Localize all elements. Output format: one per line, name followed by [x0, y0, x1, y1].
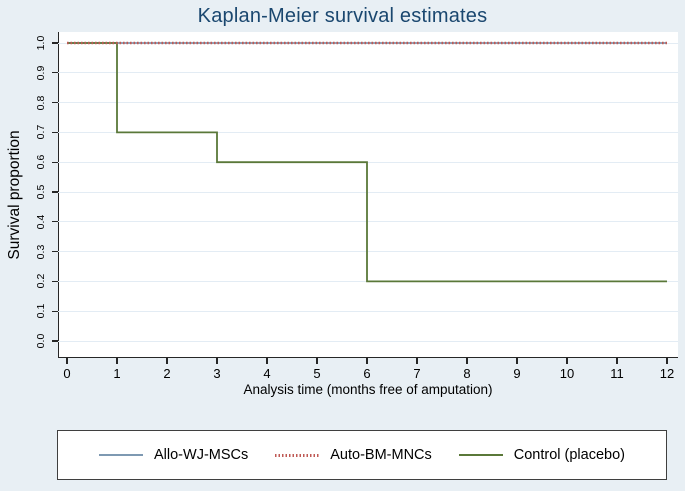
x-tick-label: 8 [463, 366, 471, 381]
chart-title: Kaplan-Meier survival estimates [197, 5, 488, 27]
legend: Allo-WJ-MSCs Auto-BM-MNCs Control (placebo… [57, 430, 667, 480]
y-tick-mark [52, 221, 58, 223]
x-tick-label: 11 [610, 366, 624, 381]
legend-solid-line-sample [458, 454, 503, 456]
gridline [58, 221, 678, 223]
x-tick-label: 3 [213, 366, 221, 381]
y-tick-label: 1.0 [35, 35, 47, 51]
y-axis-title: Survival proportion [6, 130, 23, 260]
y-tick-label: 0.3 [35, 244, 47, 259]
legend-item: Allo-WJ-MSCs [99, 447, 248, 463]
y-tick-mark [52, 280, 58, 282]
y-tick-label: 0.6 [35, 154, 47, 170]
legend-label: Allo-WJ-MSCs [154, 447, 249, 463]
y-tick-mark [52, 161, 58, 163]
x-tick-mark [366, 358, 368, 364]
y-tick-label: 0.0 [35, 333, 47, 349]
x-tick-label: 5 [313, 366, 321, 381]
x-tick-label: 7 [413, 366, 421, 381]
legend-dotted-line-sample [275, 453, 320, 457]
y-axis-line [58, 32, 60, 358]
x-tick-label: 0 [63, 366, 71, 381]
legend-label: Control (placebo) [513, 447, 625, 463]
x-tick-mark [466, 358, 468, 364]
y-tick-label: 0.1 [35, 303, 47, 319]
gridline [58, 251, 678, 253]
gridline [58, 131, 678, 133]
plot-area: 0.0 0.1 0.2 0.3 0.4 0.5 0.6 0.7 0.8 0.9 1.0 0 1 2 3 4 5 6… [35, 32, 678, 381]
x-tick-label: 9 [513, 366, 521, 381]
x-tick-mark [116, 358, 118, 364]
x-tick-mark [216, 358, 218, 364]
x-tick-mark [166, 358, 168, 364]
x-tick-label: 1 [113, 366, 121, 381]
legend-item: Auto-BM-MNCs [275, 447, 432, 463]
y-tick-mark [52, 42, 58, 44]
x-tick-mark [416, 358, 418, 364]
gridline [58, 340, 678, 342]
y-tick-mark [52, 102, 58, 104]
x-tick-mark [666, 358, 668, 364]
x-tick-label: 10 [559, 366, 575, 381]
x-axis-line [58, 356, 678, 358]
x-tick-label: 12 [659, 366, 675, 381]
x-tick-mark [316, 358, 318, 364]
series-plot-svg [67, 41, 667, 283]
legend-label: Auto-BM-MNCs [330, 447, 432, 463]
gridline [58, 161, 678, 163]
x-tick-label: 4 [263, 366, 271, 381]
gridline [58, 310, 678, 312]
y-tick-mark [52, 131, 58, 133]
x-tick-label: 6 [363, 366, 371, 381]
x-tick-mark [566, 358, 568, 364]
x-tick-mark [616, 358, 618, 364]
x-tick-mark [66, 358, 68, 364]
series-line-control-placebo- [67, 42, 667, 283]
y-tick-label: 0.9 [35, 65, 47, 81]
y-tick-label: 0.2 [35, 274, 47, 289]
x-axis-title: Analysis time (months free of amputation… [243, 382, 493, 397]
y-tick-label: 0.5 [35, 184, 47, 200]
y-tick-label: 0.7 [35, 125, 47, 140]
y-tick-mark [52, 72, 58, 74]
y-tick-mark [52, 191, 58, 193]
y-tick-mark [52, 310, 58, 312]
gridline [58, 191, 678, 193]
legend-item: Control (placebo) [458, 447, 625, 463]
gridline [58, 102, 678, 104]
y-tick-label: 0.8 [35, 95, 47, 110]
x-tick-mark [266, 358, 268, 364]
y-tick-mark [52, 251, 58, 253]
y-tick-mark [52, 340, 58, 342]
y-tick-label: 0.4 [35, 214, 47, 230]
x-tick-mark [516, 358, 518, 364]
x-tick-label: 2 [163, 366, 171, 381]
legend-solid-line-sample [99, 454, 143, 456]
gridline [58, 72, 678, 74]
